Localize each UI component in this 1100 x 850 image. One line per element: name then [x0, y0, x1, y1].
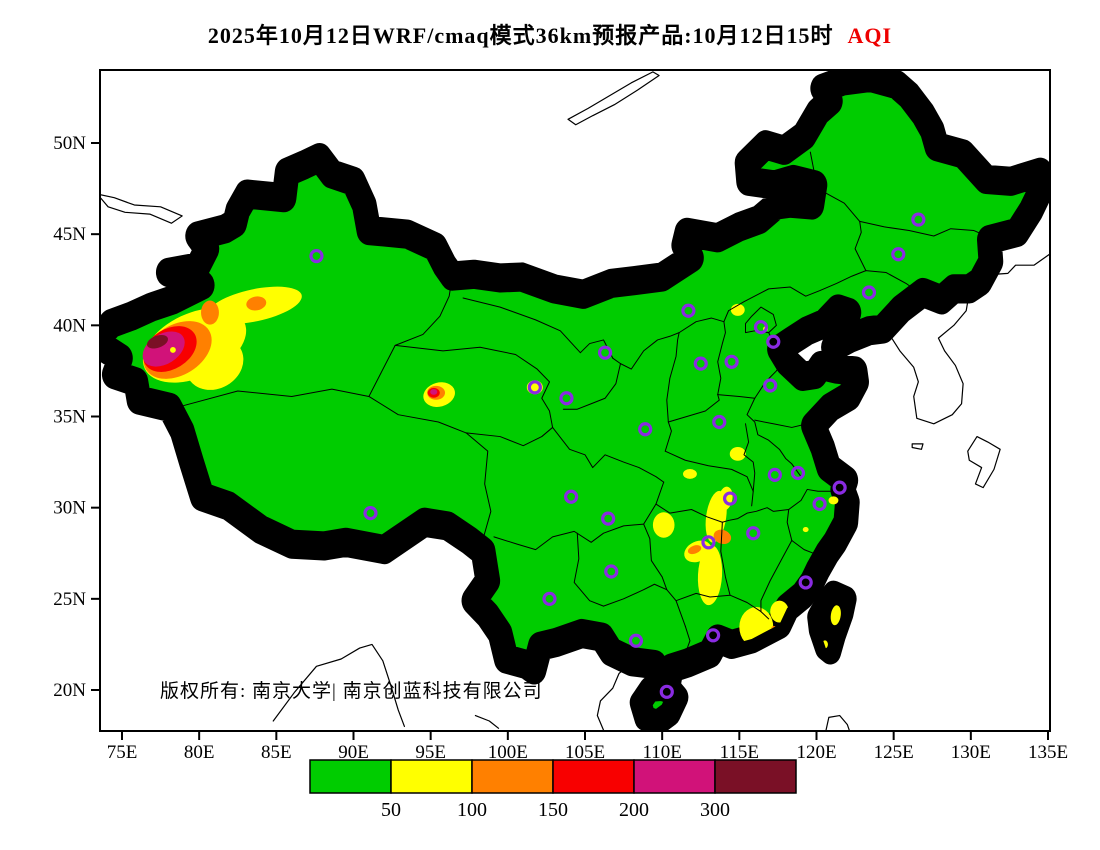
station-marker: [564, 489, 579, 504]
bengal-coastline: [273, 644, 404, 726]
kyushu-coastline: [968, 437, 1000, 488]
station-marker: [527, 380, 542, 395]
station-marker: [559, 391, 574, 406]
x-tick-label: 110E: [642, 742, 681, 763]
station-marker: [722, 491, 738, 506]
station-marker: [746, 526, 761, 541]
aqi-hotspot: [683, 469, 697, 479]
y-tick-label: 35N: [53, 407, 86, 428]
aqi-hotspot: [828, 496, 839, 505]
station-marker: [363, 506, 378, 521]
station-marker: [693, 356, 708, 371]
chart-title-variable: AQI: [847, 23, 893, 48]
station-marker: [812, 496, 827, 512]
legend-color-box: [309, 759, 392, 794]
station-marker: [712, 414, 727, 430]
aqi-hotspot: [713, 529, 732, 545]
luzon-coastline: [826, 716, 850, 732]
legend-threshold-label: 150: [538, 799, 568, 821]
legend-threshold-label: 200: [619, 799, 649, 821]
chart-title: 2025年10月12日WRF/cmaq模式36km预报产品:10月12日15时 A…: [0, 18, 1100, 50]
legend-threshold-label: 50: [381, 799, 401, 821]
x-tick-label: 80E: [184, 742, 215, 763]
station-marker: [911, 212, 926, 227]
russia-coastline: [980, 254, 1049, 281]
x-tick-label: 135E: [1028, 742, 1068, 763]
chart-title-text: 2025年10月12日WRF/cmaq模式36km预报产品:10月12日15时: [207, 23, 834, 48]
x-tick-label: 125E: [874, 742, 914, 763]
aqi-hotspot: [652, 512, 675, 538]
y-tick-label: 40N: [53, 315, 86, 336]
legend-color-box: [552, 759, 635, 794]
x-tick-label: 105E: [565, 742, 605, 763]
aqi-hotspot: [246, 296, 267, 311]
station-marker: [832, 480, 847, 495]
lake-balkhash-outline: [97, 194, 182, 223]
legend-color-box: [471, 759, 554, 794]
station-marker: [701, 535, 716, 550]
station-marker: [628, 633, 644, 648]
y-tick-label: 20N: [53, 680, 86, 701]
y-axis: 20N 25N 30N 35N 40N 45N 50N: [53, 133, 100, 701]
legend-threshold-label: 300: [700, 799, 730, 821]
station-marker: [766, 334, 781, 349]
station-marker: [724, 354, 739, 369]
foreign-coastlines: [97, 72, 1049, 731]
legend-color-box: [714, 759, 797, 794]
aqi-hotspot: [146, 334, 168, 349]
vietnam-coastline: [597, 662, 632, 730]
x-tick-label: 90E: [338, 742, 369, 763]
station-marker: [753, 320, 769, 335]
province-borders: [184, 152, 987, 653]
x-axis: 75E 80E 85E 90E 95E 100E 105E 110E 115E 120E 125E 1…: [107, 731, 1068, 763]
copyright-text: 版权所有: 南京大学| 南京创蓝科技有限公司: [160, 680, 543, 702]
y-tick-label: 30N: [53, 498, 86, 519]
station-marker: [601, 511, 616, 526]
aqi-hotspot: [830, 605, 841, 626]
aqi-hotspot: [802, 526, 809, 533]
x-tick-label: 85E: [261, 742, 292, 763]
plot-frame: [99, 69, 1051, 732]
legend-colorbar: 50 100 150 200 300: [309, 759, 797, 821]
x-tick-label: 130E: [951, 742, 991, 763]
station-marker: [763, 378, 778, 393]
x-tick-label: 75E: [107, 742, 138, 763]
aqi-hotspot: [169, 347, 176, 353]
station-marker: [705, 628, 721, 643]
legend-color-box: [633, 759, 716, 794]
x-tick-label: 120E: [796, 742, 836, 763]
aqi-hotspot: [729, 446, 746, 461]
legend-threshold-label: 100: [457, 799, 487, 821]
y-tick-label: 25N: [53, 589, 86, 610]
station-marker: [309, 248, 324, 264]
station-marker: [597, 345, 613, 360]
station-marker: [638, 422, 653, 437]
station-marker: [891, 247, 906, 262]
station-marker: [790, 465, 806, 481]
x-tick-label: 100E: [488, 742, 528, 763]
map-plot: [97, 70, 1050, 731]
jeju-coastline: [912, 444, 923, 449]
station-marker: [681, 303, 696, 318]
aqi-hotspot: [430, 388, 438, 395]
y-tick-label: 45N: [53, 224, 86, 245]
y-tick-label: 50N: [53, 133, 86, 154]
station-marker: [604, 564, 619, 579]
city-station-markers: [309, 212, 926, 699]
aqi-hotspot: [201, 300, 219, 325]
station-marker: [659, 684, 674, 699]
aqi-hotspot: [687, 545, 702, 555]
station-marker: [798, 575, 813, 590]
legend-color-box: [390, 759, 473, 794]
station-marker: [542, 591, 557, 606]
station-marker: [767, 467, 782, 482]
station-marker: [861, 285, 877, 300]
x-tick-label: 95E: [415, 742, 446, 763]
korea-coastline: [883, 282, 980, 424]
indochina-line: [475, 716, 498, 729]
x-tick-label: 115E: [720, 742, 759, 763]
lake-baikal-outline: [568, 72, 659, 125]
